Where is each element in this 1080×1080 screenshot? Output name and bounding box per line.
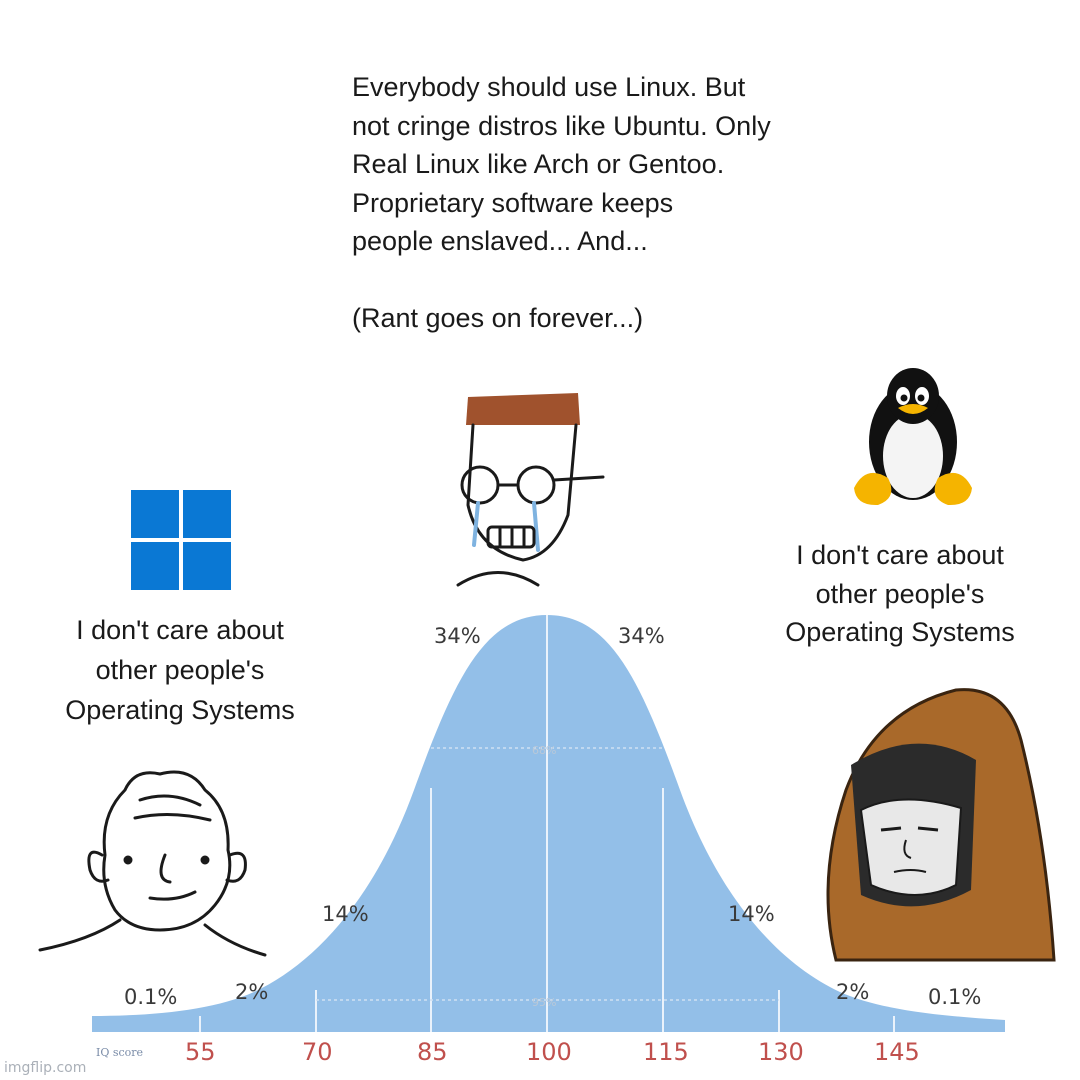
pct-label: 2% <box>235 980 269 1004</box>
right-caption: I don't care about other people's Operat… <box>785 540 1015 647</box>
axis-tick: 145 <box>874 1038 920 1066</box>
axis-tick: 85 <box>417 1038 448 1066</box>
tux-penguin-icon <box>848 360 978 510</box>
top-rant-text: Everybody should use Linux. But not crin… <box>352 72 771 333</box>
axis-tick: 70 <box>302 1038 333 1066</box>
pct-label: 0.1% <box>928 985 982 1009</box>
imgflip-watermark: imgflip.com <box>4 1060 87 1076</box>
outer-range-label: 95% <box>532 996 557 1009</box>
pct-label: 34% <box>618 624 665 648</box>
simple-wojak-illustration <box>30 760 270 960</box>
axis-title: IQ score <box>96 1046 144 1059</box>
pct-label: 2% <box>836 980 870 1004</box>
windows-logo-icon <box>131 490 231 590</box>
axis-tick: 55 <box>185 1038 216 1066</box>
bell-curve-area <box>92 615 1005 1032</box>
axis-tick: 100 <box>526 1038 572 1066</box>
axis-tick: 115 <box>643 1038 689 1066</box>
pct-label: 14% <box>728 902 775 926</box>
crying-nerd-wojak-illustration <box>438 385 618 595</box>
pct-label: 0.1% <box>124 985 178 1009</box>
inner-range-label: 68% <box>532 744 557 757</box>
hooded-wojak-illustration <box>806 680 1056 965</box>
left-caption: I don't care about other people's Operat… <box>65 615 295 725</box>
pct-label: 14% <box>322 902 369 926</box>
pct-label: 34% <box>434 624 481 648</box>
axis-tick: 130 <box>758 1038 804 1066</box>
